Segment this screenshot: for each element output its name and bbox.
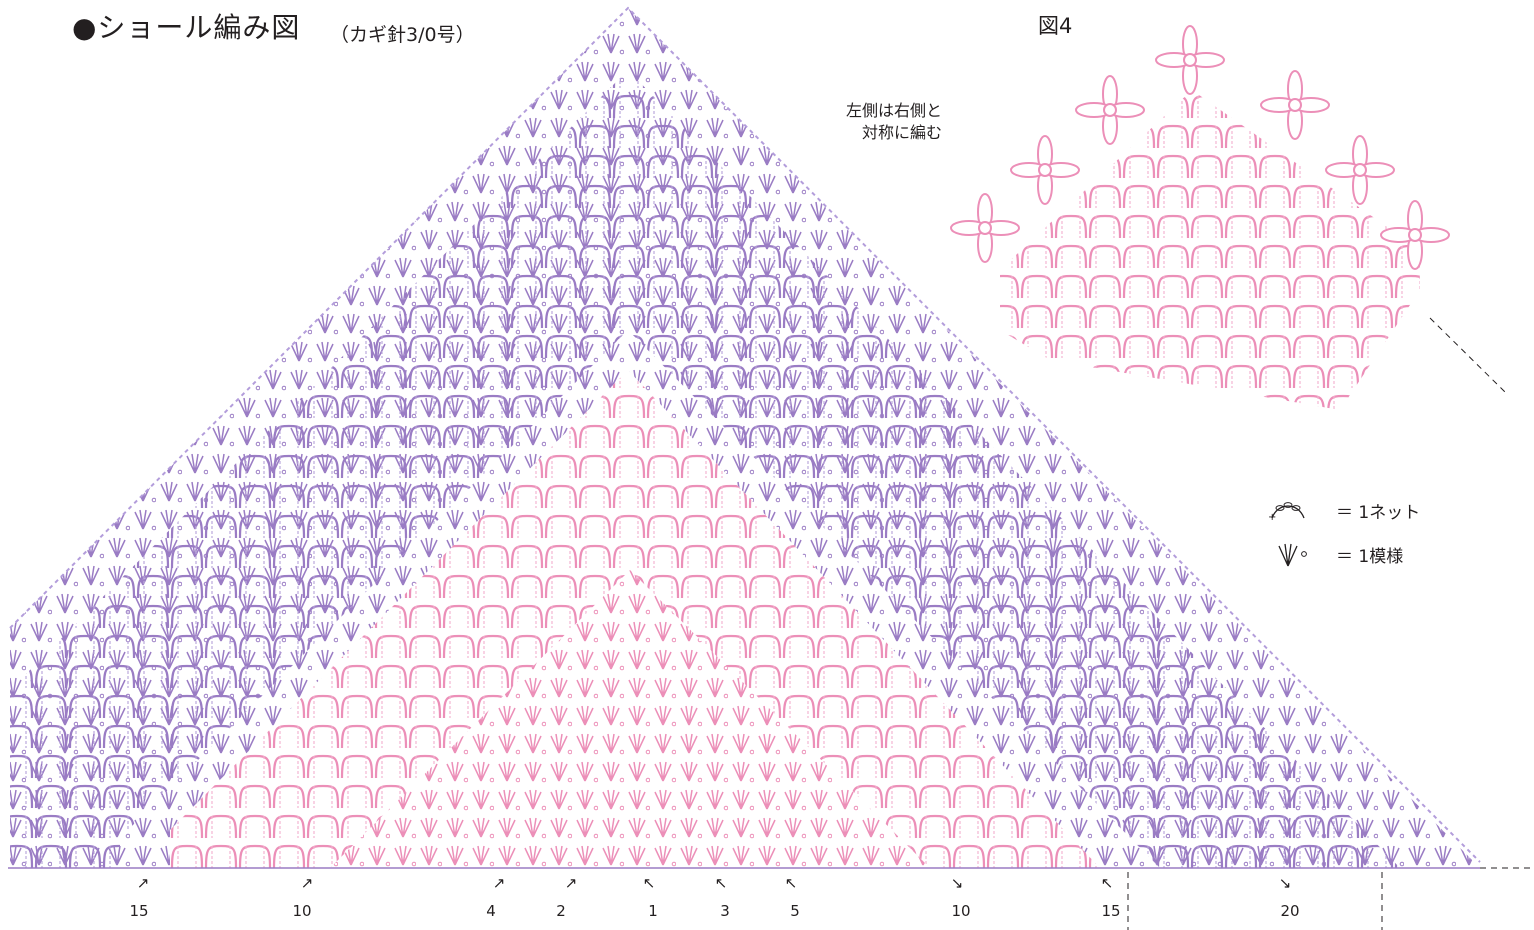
row-marker-label: 15	[1101, 902, 1121, 920]
legend-fan-text: ＝ 1模様	[1336, 547, 1404, 567]
base-line	[8, 867, 1534, 930]
row-marker-arrow: ↘	[1278, 874, 1292, 892]
figure4-motif	[950, 25, 1506, 410]
row-marker-arrow: ↗	[300, 874, 314, 892]
row-marker-arrow: ↗	[564, 874, 578, 892]
pink-fan-center	[330, 570, 930, 868]
row-marker-label: 5	[790, 902, 800, 920]
symmetry-note: 左側は右側と 対称に編む	[846, 100, 942, 144]
hook-size: （カギ針3/0号）	[330, 24, 475, 46]
row-marker-arrow: ↖	[714, 874, 728, 892]
legend-net-text: ＝ 1ネット	[1336, 503, 1421, 523]
net-chain-icon: +	[1268, 502, 1305, 523]
figure-label: 図4	[1038, 14, 1073, 38]
row-marker-arrow: ↗	[136, 874, 150, 892]
row-marker-label: 20	[1280, 902, 1300, 920]
row-marker-label: 10	[951, 902, 971, 920]
row-marker-arrow: ↘	[950, 874, 964, 892]
row-marker-label: 15	[129, 902, 149, 920]
row-marker-label: 3	[720, 902, 730, 920]
note-line-2: 対称に編む	[862, 123, 943, 142]
row-marker-arrow: ↖	[784, 874, 798, 892]
row-marker-label: 10	[292, 902, 312, 920]
fan-stitch-icon	[1278, 543, 1307, 567]
row-marker-label: 4	[486, 902, 496, 920]
row-marker-label: 2	[556, 902, 566, 920]
row-marker-arrow: ↖	[1100, 874, 1114, 892]
row-marker-label: 1	[648, 902, 658, 920]
svg-text:+: +	[1268, 512, 1276, 523]
row-marker-arrow: ↗	[492, 874, 506, 892]
note-line-1: 左側は右側と	[846, 101, 943, 120]
row-marker-arrow: ↖	[642, 874, 656, 892]
chart-title: ●ショール編み図	[72, 11, 301, 44]
